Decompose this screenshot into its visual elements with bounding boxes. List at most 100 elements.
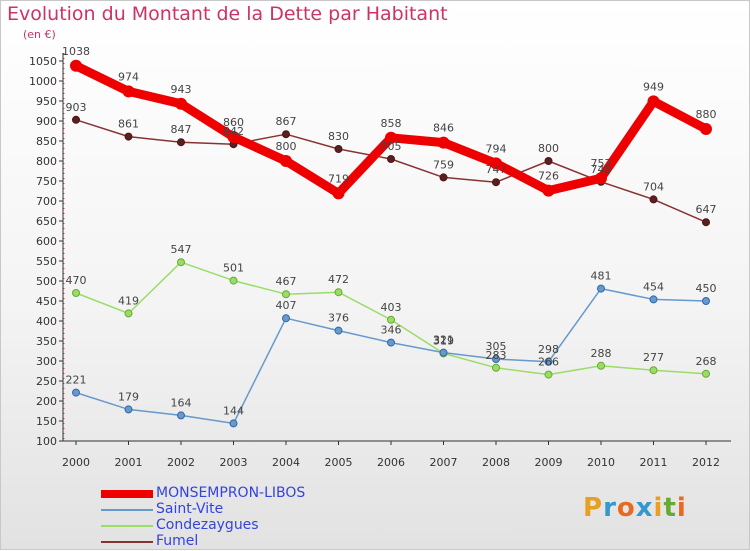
legend-item: Saint-Vite [101,501,401,518]
data-point [177,411,185,420]
data-point [597,361,605,370]
data-point [437,136,450,149]
data-label: 846 [433,122,454,135]
data-label: 179 [118,390,139,403]
data-point [334,326,343,335]
data-label: 321 [433,334,454,347]
legend-swatch [101,509,153,511]
data-point [282,130,290,139]
data-label: 283 [486,349,507,362]
data-point [490,157,502,170]
data-label: 268 [696,355,717,368]
data-label: 757 [591,157,612,170]
data-point [649,295,658,304]
data-point [700,123,712,135]
data-point [544,157,553,165]
data-point [649,195,658,204]
data-label: 842 [223,125,244,138]
data-label: 470 [66,274,87,287]
logo-letter: o [616,493,636,523]
y-tick-label: 550 [36,255,57,268]
legend-label: Saint-Vite [156,501,224,517]
data-label: 164 [171,396,192,409]
data-label: 266 [538,356,559,369]
data-label: 805 [381,140,402,153]
data-point [595,172,607,185]
data-point [649,366,658,375]
data-point [175,97,187,110]
data-label: 726 [538,170,559,183]
data-label: 144 [223,404,244,417]
logo-letter: i [653,493,664,523]
data-label: 719 [328,172,349,185]
y-tick-label: 200 [36,395,57,408]
x-tick-label: 2002 [167,456,195,469]
logo-letter: t [663,493,677,523]
data-point [492,363,500,372]
data-point [70,59,82,72]
data-label: 880 [696,108,717,121]
data-label: 407 [276,299,297,312]
legend-swatch [101,490,153,498]
logo-letter: P [583,493,604,523]
data-label: 800 [276,140,297,153]
data-label: 748 [591,163,612,176]
y-tick-label: 150 [36,415,57,428]
y-tick-label: 850 [36,135,57,148]
data-point [492,178,500,187]
y-tick-label: 700 [36,195,57,208]
data-label: 847 [171,123,192,136]
data-point [334,145,343,153]
data-label: 277 [643,351,664,364]
data-label: 403 [381,301,402,314]
y-tick-label: 600 [36,235,57,248]
data-point [702,297,710,305]
y-tick-label: 950 [36,95,57,108]
data-label: 221 [66,374,87,387]
data-point [72,289,80,297]
data-label: 419 [118,294,139,307]
data-point [385,131,397,144]
data-point [229,276,238,285]
data-point [647,95,660,108]
y-tick-label: 100 [36,435,57,448]
data-label: 298 [538,343,559,356]
logo-letter: x [635,493,654,523]
y-tick-label: 800 [36,155,57,168]
data-point [702,369,710,378]
data-label: 759 [433,158,454,171]
legend-item: MONSEMPRON-LIBOS [101,485,401,502]
data-label: 454 [643,280,664,293]
data-label: 867 [276,115,297,128]
data-label: 467 [276,275,297,288]
data-point [597,284,605,293]
data-label: 501 [223,262,244,275]
data-point [334,288,343,297]
data-point [542,184,555,197]
x-tick-label: 2011 [640,456,668,469]
y-tick-label: 500 [36,275,57,288]
y-tick-label: 900 [36,115,57,128]
data-label: 547 [171,243,192,256]
data-label: 800 [538,142,559,155]
x-tick-label: 2001 [115,456,143,469]
data-label: 647 [696,203,717,216]
legend-label: Fumel [156,533,199,549]
data-label: 305 [486,340,507,353]
y-tick-label: 750 [36,175,57,188]
y-tick-label: 1000 [29,75,57,88]
data-point [544,370,553,379]
legend: MONSEMPRON-LIBOS Saint-Vite Condezaygues Fu… [101,485,401,550]
data-point [387,315,395,324]
legend-swatch [101,541,153,543]
data-label: 861 [118,118,139,131]
x-tick-label: 2012 [692,456,720,469]
logo-letter: i [676,493,687,523]
y-tick-label: 1050 [29,55,57,68]
y-axis-unit: (en €) [23,28,56,41]
legend-swatch [101,525,153,527]
data-point [332,187,345,200]
x-tick-label: 2010 [587,456,615,469]
data-point [72,388,80,397]
